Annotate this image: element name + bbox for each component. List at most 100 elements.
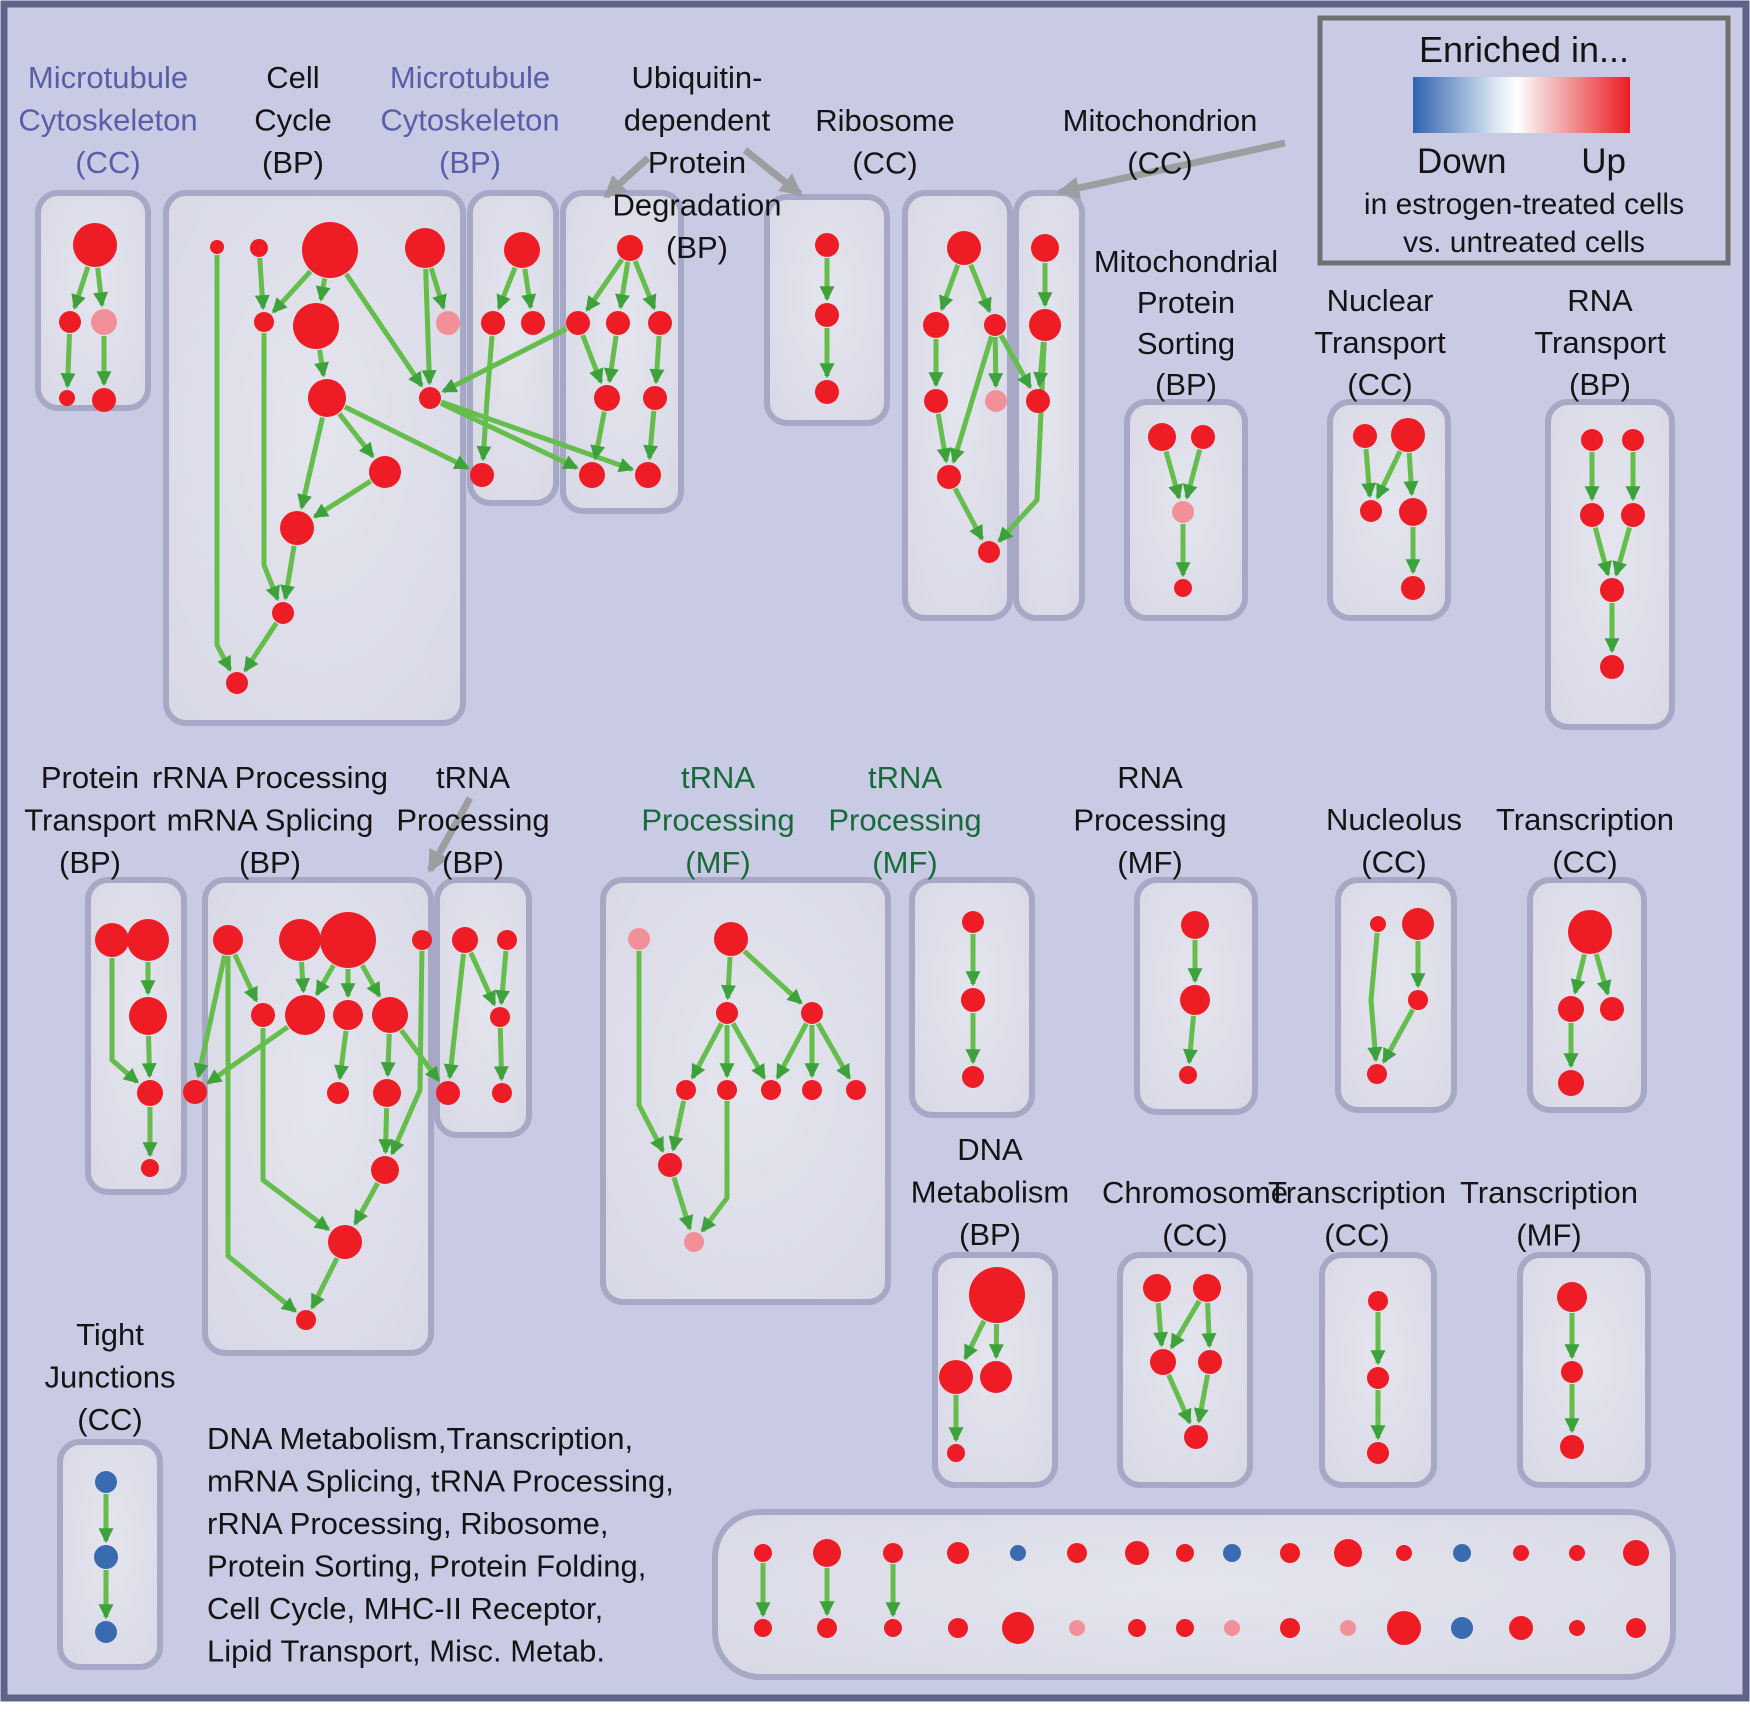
gene-node-U8 — [579, 462, 605, 488]
gene-node-V1 — [815, 233, 839, 257]
gene-node-L1 — [1181, 911, 1209, 939]
gene-node-S3 — [1172, 501, 1194, 523]
label-rrna-mrna-line-1: mRNA Splicing — [167, 803, 374, 838]
label-mito-sorting-line-2: Sorting — [1137, 326, 1235, 361]
gene-node-F11 — [684, 1232, 704, 1252]
edge-E4-E5 — [1193, 1374, 1211, 1424]
edge-A2-A4 — [60, 333, 76, 389]
gene-node-BL5b — [1002, 1612, 1034, 1644]
rrna-mrna-box — [202, 877, 434, 1356]
label-trna-bp-line-2: (BP) — [442, 845, 504, 880]
gene-node-G3 — [320, 912, 376, 968]
gene-node-E1 — [1143, 1274, 1171, 1302]
edge-L2-L3 — [1182, 1015, 1198, 1065]
labels-layer: Microtubule Cytoskeleton (CC) Cell Cycle (BP)… — [18, 60, 1674, 1669]
label-transcription-cc2-line-1: (CC) — [1324, 1218, 1389, 1253]
gene-node-BL3b — [884, 1619, 902, 1637]
gene-node-R6 — [937, 465, 961, 489]
gene-node-U3 — [606, 311, 630, 335]
gene-node-R4 — [924, 389, 948, 413]
edge-B3-B9 — [344, 272, 424, 388]
edge-A1-A3 — [93, 267, 108, 308]
gene-node-U6 — [594, 385, 620, 411]
label-dna-metabolism-line-1: Metabolism — [911, 1175, 1070, 1210]
label-trna-mf-1-line-0: tRNA — [681, 760, 755, 795]
label-microtubule-bp-line-1: Cytoskeleton — [380, 103, 559, 138]
gene-node-H3 — [490, 1007, 510, 1027]
edge-E2-E3 — [1169, 1299, 1202, 1350]
label-protein-transport-line-2: (BP) — [59, 845, 121, 880]
gene-node-G9 — [183, 1080, 207, 1104]
gene-node-J3 — [95, 1621, 117, 1643]
edge-U7-U9 — [643, 410, 659, 461]
label-trna-mf-2-line-1: Processing — [828, 803, 981, 838]
label-ubiquitin-line-4: (BP) — [666, 230, 728, 265]
gene-node-P3 — [129, 997, 167, 1035]
gene-node-P5 — [141, 1159, 159, 1177]
gene-node-O2 — [1402, 908, 1434, 940]
label-mito-sorting-line-3: (BP) — [1155, 367, 1217, 402]
edge-R3-R5 — [988, 336, 1004, 389]
label-mitochondrion-line-1: (CC) — [1127, 146, 1192, 181]
edge-G6-G9 — [206, 1024, 290, 1085]
edge-H1-H4 — [443, 953, 466, 1080]
gene-node-BL11b — [1340, 1620, 1356, 1636]
gene-node-G4 — [412, 930, 432, 950]
gene-node-G8 — [372, 997, 408, 1033]
edge-S1-S3 — [1163, 450, 1183, 500]
edge-Q3-Q5 — [1592, 526, 1612, 577]
edge-F4-F9 — [815, 1022, 852, 1080]
gene-node-G6 — [285, 995, 325, 1035]
gene-node-F9 — [846, 1080, 866, 1100]
gene-node-G13 — [328, 1225, 362, 1259]
edge-O3-O4 — [1381, 1008, 1415, 1064]
edge-R4-R6 — [935, 413, 952, 464]
gene-node-S1 — [1148, 423, 1176, 451]
label-mixed-terms-line-5: Lipid Transport, Misc. Metab. — [207, 1634, 605, 1669]
gene-node-BL12t — [1396, 1545, 1412, 1561]
gene-node-H1 — [452, 927, 478, 953]
edge-E2-E4 — [1201, 1302, 1217, 1349]
edge-B8-MB4 — [343, 404, 470, 471]
edge-G3-G6 — [314, 963, 336, 997]
gene-node-Z1 — [1557, 1282, 1587, 1312]
edge-G11-G12 — [378, 1107, 394, 1155]
edge-B4-B7 — [428, 267, 447, 310]
gene-node-Q2 — [1622, 429, 1644, 451]
ubiquitin-left-arrow — [603, 155, 651, 199]
edge-F1-F10 — [636, 951, 665, 1153]
nuclear-transport-box — [1327, 399, 1451, 621]
gene-node-BL14t — [1513, 1545, 1529, 1561]
gene-node-G11 — [373, 1079, 401, 1107]
gene-node-F4 — [801, 1002, 823, 1024]
edge-U1-U4 — [632, 260, 657, 311]
gene-node-B7 — [436, 311, 460, 335]
mitochondrion-arrow — [1056, 139, 1286, 199]
label-rna-transport-line-2: (BP) — [1569, 367, 1631, 402]
edge-G2-G6 — [295, 961, 311, 994]
edge-U6-U8 — [590, 411, 607, 461]
edge-U1-U3 — [615, 261, 631, 310]
gene-node-G10 — [327, 1082, 349, 1104]
gene-node-V2 — [815, 303, 839, 327]
legend-up-label: Up — [1581, 142, 1626, 181]
gene-node-N3 — [1360, 500, 1382, 522]
edge-U1-U2 — [585, 258, 625, 312]
edge-F3-F7 — [730, 1022, 767, 1080]
edge-G3-G8 — [360, 964, 382, 998]
chromosome-box — [1117, 1252, 1253, 1488]
gene-node-BL2t — [813, 1539, 841, 1567]
gene-node-BL5t — [1010, 1545, 1026, 1561]
gene-node-B12 — [272, 602, 294, 624]
label-transcription-cc2-line-0: Transcription — [1268, 1175, 1446, 1210]
gene-node-B4 — [405, 228, 445, 268]
gene-node-E3 — [1150, 1349, 1176, 1375]
gene-node-Q4 — [1621, 503, 1645, 527]
label-transcription-cc-line-0: Transcription — [1496, 802, 1674, 837]
edge-B8-B11 — [297, 416, 325, 510]
label-microtubule-bp-line-2: (BP) — [439, 145, 501, 180]
gene-node-W1 — [1568, 910, 1612, 954]
gene-node-J1 — [95, 1471, 117, 1493]
gene-node-BL4t — [947, 1542, 969, 1564]
edge-H1-H3 — [468, 951, 497, 1007]
